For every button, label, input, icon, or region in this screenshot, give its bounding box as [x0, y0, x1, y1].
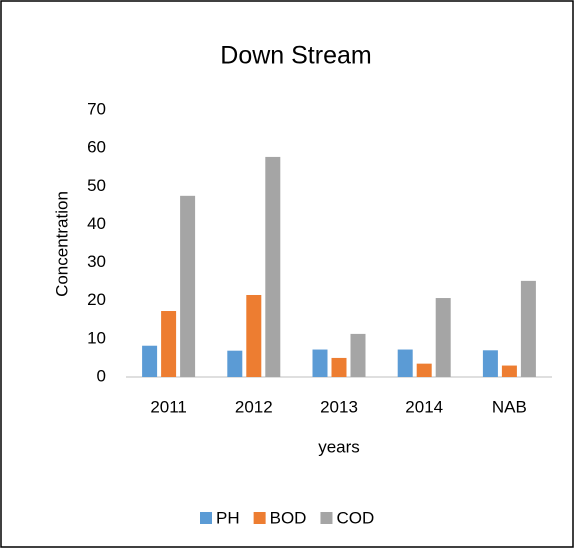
x-tick-label: 2012 — [235, 397, 273, 416]
x-tick-label: 2014 — [405, 397, 443, 416]
x-tick-label: 2013 — [320, 397, 358, 416]
x-tick-label: 2011 — [150, 397, 187, 416]
bar — [435, 298, 451, 377]
y-tick-label: 40 — [87, 214, 106, 233]
bar — [142, 345, 158, 377]
chart-title: Down Stream — [220, 42, 371, 70]
y-tick-label: 10 — [87, 328, 106, 347]
bar — [312, 349, 328, 377]
bar — [227, 350, 243, 377]
bar — [265, 156, 281, 377]
bar — [397, 349, 413, 377]
legend-swatch — [253, 512, 266, 524]
x-tick-label: NAB — [492, 397, 527, 416]
bar — [331, 357, 347, 377]
y-tick-label: 0 — [97, 366, 106, 385]
x-axis-label: years — [318, 437, 360, 456]
legend-swatch — [320, 512, 333, 524]
y-axis-label: Concentration — [52, 191, 71, 297]
y-tick-label: 20 — [87, 290, 106, 309]
legend-label: BOD — [270, 508, 307, 527]
bar — [501, 365, 517, 377]
y-tick-label: 70 — [87, 99, 106, 118]
y-tick-label: 50 — [87, 176, 106, 195]
bar — [350, 333, 366, 377]
bar — [180, 195, 196, 377]
y-tick-label: 30 — [87, 252, 106, 271]
legend-label: COD — [336, 508, 374, 527]
bar — [520, 280, 536, 377]
legend-label: PH — [216, 508, 240, 527]
bar — [161, 311, 177, 377]
bar — [482, 350, 498, 377]
bar — [246, 294, 262, 377]
y-tick-label: 60 — [87, 138, 106, 157]
legend-swatch — [200, 512, 212, 524]
bar — [416, 363, 432, 377]
